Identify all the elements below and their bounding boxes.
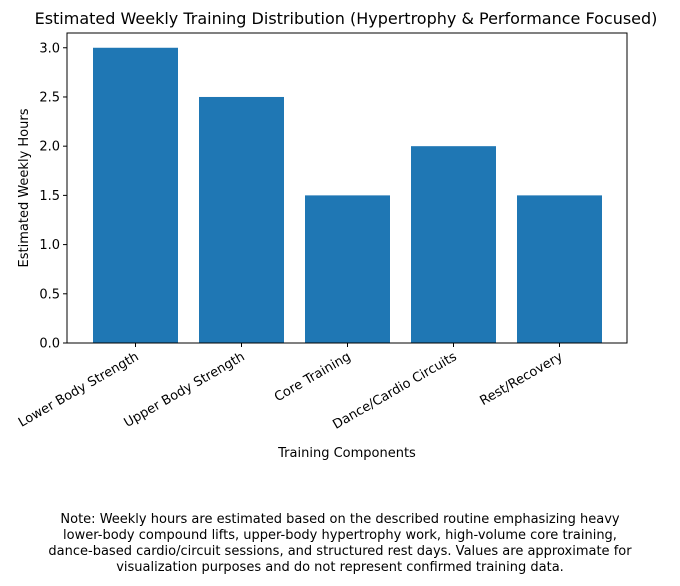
x-tick-label: Core Training [272,349,354,405]
footnote-line: dance-based cardio/circuit sessions, and… [48,544,632,559]
y-axis: 0.0 0.5 1.0 1.5 2.0 2.5 3.0 [39,41,67,352]
x-axis-label: Training Components [277,446,416,461]
footnote-line: visualization purposes and do not repres… [116,560,564,575]
bar [199,96,284,343]
footnote-line: Note: Weekly hours are estimated based o… [60,512,620,527]
bars-group [93,47,602,344]
bar-chart: Estimated Weekly Training Distribution (… [16,9,658,461]
y-tick-label: 0.5 [39,287,60,302]
y-tick-label: 1.0 [39,238,60,253]
bar [411,146,496,343]
y-tick-label: 2.5 [39,90,60,105]
y-tick-label: 0.0 [39,337,60,352]
y-tick-label: 3.0 [39,41,60,56]
y-tick-label: 2.0 [39,140,60,155]
footnote: Note: Weekly hours are estimated based o… [0,512,680,576]
bar [517,195,602,343]
bar [305,195,390,343]
x-tick-label: Rest/Recovery [477,349,565,409]
footnote-line: lower-body compound lifts, upper-body hy… [63,528,617,543]
chart-title: Estimated Weekly Training Distribution (… [35,9,658,28]
y-tick-label: 1.5 [39,189,60,204]
y-axis-label: Estimated Weekly Hours [17,108,32,267]
bar [93,47,178,344]
